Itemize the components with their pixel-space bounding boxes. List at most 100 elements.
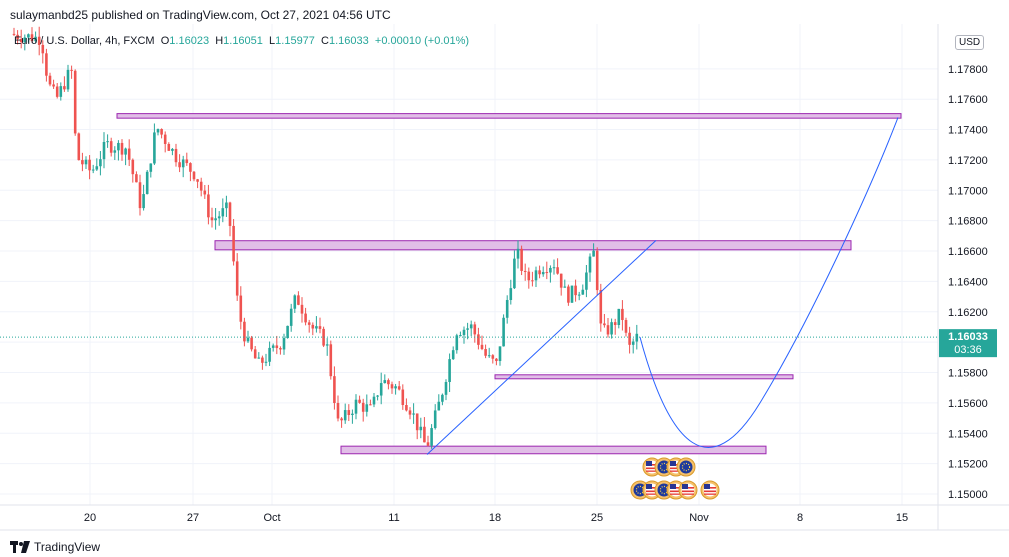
candle-body	[91, 169, 95, 171]
candle-body	[243, 321, 246, 342]
x-tick-label: 11	[388, 512, 399, 524]
symbol-legend: Euro / U.S. Dollar, 4h, FXCM O1.16023 H1…	[14, 35, 469, 47]
candle-body	[628, 332, 631, 345]
candle-body	[383, 380, 387, 384]
candle-body	[358, 399, 361, 403]
candle-body	[538, 270, 541, 275]
candle-body	[171, 148, 174, 151]
candle-body	[257, 357, 261, 359]
y-tick-label: 1.15000	[948, 489, 988, 501]
candle-body	[124, 148, 127, 155]
price-zone	[340, 445, 767, 455]
candle-body	[120, 142, 124, 155]
currency-badge[interactable]: USD	[955, 35, 985, 50]
candle-body	[520, 248, 523, 271]
candle-body	[106, 141, 109, 143]
price-zone	[116, 113, 902, 119]
candle-body	[599, 290, 603, 324]
candle-body	[235, 261, 239, 296]
candle-body	[635, 333, 639, 342]
candle-body	[84, 159, 88, 165]
economic-events[interactable]	[630, 457, 720, 500]
candle-body	[588, 256, 592, 273]
candle-body	[253, 349, 257, 359]
candle-body	[109, 141, 113, 153]
candle-body	[142, 194, 145, 209]
price-zone	[494, 374, 794, 380]
candle-body	[606, 325, 610, 335]
candle-body	[88, 159, 91, 171]
candle-body	[70, 69, 73, 71]
candle-body	[516, 248, 520, 259]
candle-body	[271, 345, 275, 348]
candle-body	[354, 399, 358, 414]
candle-body	[95, 166, 99, 170]
eu-flag-event-icon	[676, 457, 696, 477]
candle-body	[631, 341, 635, 345]
price-tag	[939, 329, 997, 358]
candle-body	[509, 288, 513, 300]
candle-body	[563, 286, 567, 288]
candle-body	[315, 326, 318, 329]
candle-body	[145, 171, 149, 195]
candle-body	[498, 346, 502, 362]
candle-body	[574, 285, 577, 296]
candle-body	[581, 289, 585, 295]
candle-body	[448, 359, 451, 383]
x-tick-label: 27	[187, 512, 199, 524]
axes: 1.15000 1.15200 1.15400 1.15600 1.15800 1.160…	[0, 24, 1009, 531]
candle-body	[63, 86, 66, 90]
candle-body	[275, 345, 279, 349]
open-value: 1.16023	[169, 35, 210, 47]
candle-body	[282, 338, 286, 350]
low-value: 1.15977	[275, 35, 315, 47]
candle-body	[66, 69, 70, 90]
candle-body	[185, 159, 189, 164]
candle-body	[329, 344, 333, 377]
candle-body	[113, 150, 117, 153]
candle-body	[73, 70, 77, 134]
price-zone	[214, 240, 852, 251]
y-tick-label: 1.17600	[948, 94, 988, 106]
candle-body	[304, 313, 307, 323]
candle-body	[523, 270, 527, 272]
candle-body	[174, 148, 178, 163]
candle-body	[570, 285, 574, 303]
candle-body	[167, 143, 171, 151]
candle-body	[30, 34, 34, 42]
open-label: O	[160, 35, 170, 47]
candle-body	[430, 428, 433, 446]
candle-body	[199, 181, 203, 191]
candle-body	[250, 337, 253, 350]
tradingview-logo[interactable]: TradingView	[10, 540, 100, 554]
candle-body	[311, 324, 315, 329]
candle-body	[246, 337, 250, 342]
candle-body	[484, 349, 487, 356]
candle-body	[379, 383, 383, 396]
candle-body	[131, 159, 135, 175]
candle-body	[451, 350, 455, 360]
us-flag-event-icon	[700, 480, 720, 500]
x-tick-label: 20	[84, 512, 96, 524]
candle-body	[552, 267, 556, 269]
x-tick-label: Oct	[263, 512, 280, 524]
candle-body	[181, 159, 185, 168]
candle-body	[307, 322, 311, 325]
candle-body	[534, 270, 538, 281]
y-tick-label: 1.16200	[948, 307, 988, 319]
support-resistance-zones[interactable]	[116, 113, 902, 455]
x-tick-label: 18	[489, 512, 501, 524]
candle-body	[81, 160, 84, 165]
candle-body	[34, 36, 37, 42]
close-label: C	[321, 35, 329, 47]
symbol-name[interactable]: Euro / U.S. Dollar, 4h, FXCM	[14, 35, 155, 47]
candle-body	[214, 218, 217, 221]
candle-body	[138, 182, 142, 209]
x-tick-label: Nov	[689, 512, 709, 524]
trend-drawings[interactable]	[0, 117, 938, 455]
publish-header: sulaymanbd25 published on TradingView.co…	[10, 8, 391, 22]
candle-body	[577, 294, 581, 296]
candle-body	[59, 86, 63, 97]
candle-body	[289, 308, 293, 326]
